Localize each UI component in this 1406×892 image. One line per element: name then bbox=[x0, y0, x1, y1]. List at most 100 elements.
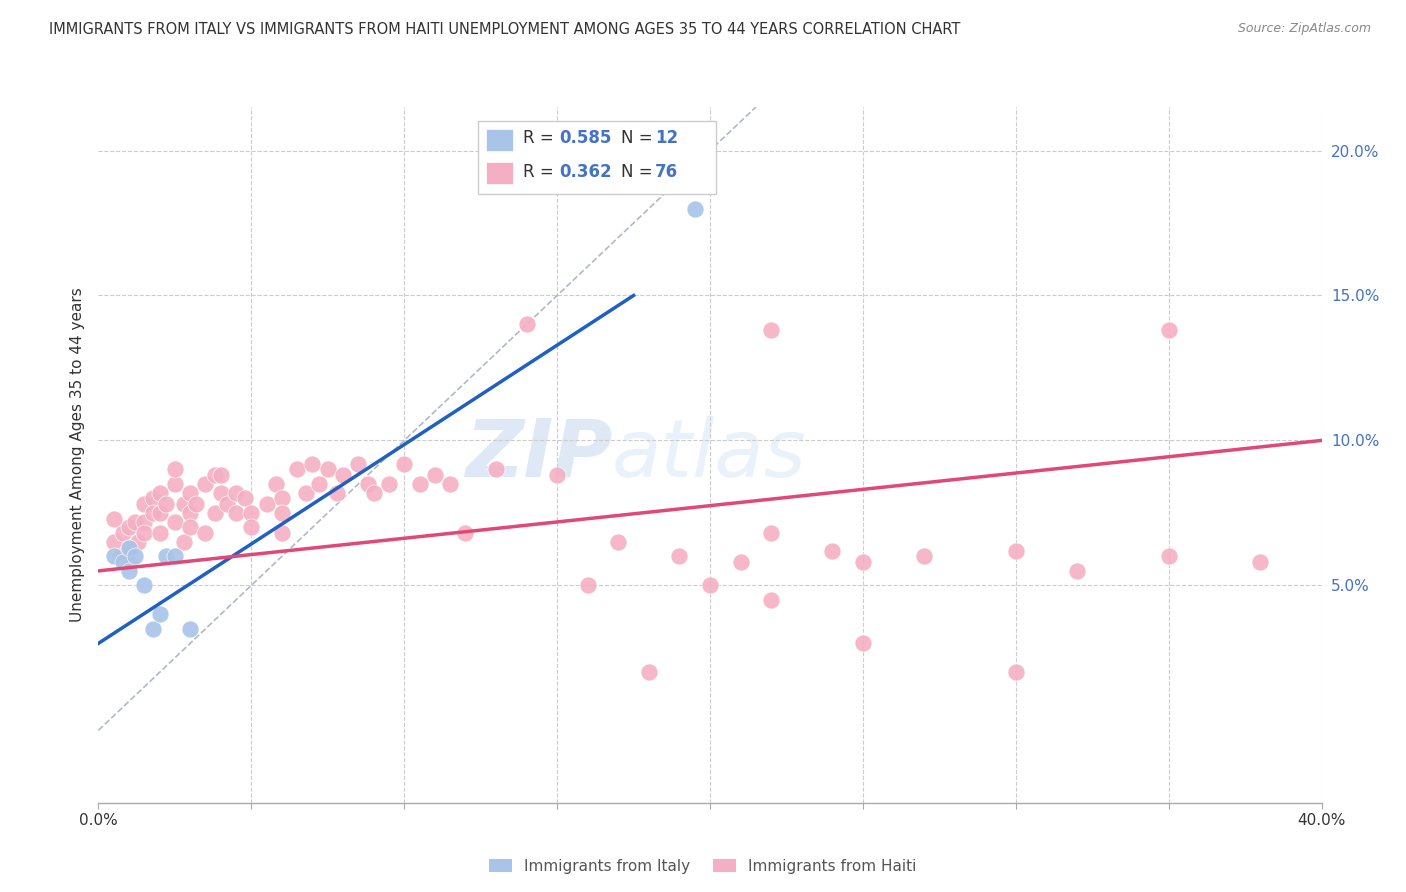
Point bbox=[264, 476, 287, 491]
Point bbox=[1157, 549, 1180, 564]
Point bbox=[326, 485, 349, 500]
Point bbox=[103, 511, 125, 525]
Point bbox=[163, 462, 186, 476]
Point bbox=[194, 526, 217, 541]
Point bbox=[204, 468, 226, 483]
Point bbox=[186, 497, 208, 511]
Point bbox=[516, 318, 538, 332]
Point bbox=[142, 491, 165, 506]
Text: 0.585: 0.585 bbox=[560, 129, 612, 147]
Point bbox=[134, 497, 156, 511]
Point bbox=[1004, 665, 1026, 680]
Point bbox=[256, 497, 278, 511]
Text: Source: ZipAtlas.com: Source: ZipAtlas.com bbox=[1237, 22, 1371, 36]
Point bbox=[759, 323, 782, 337]
Point bbox=[852, 555, 875, 569]
Point bbox=[124, 515, 146, 529]
Point bbox=[295, 485, 318, 500]
Point bbox=[155, 497, 177, 511]
Point bbox=[356, 476, 378, 491]
Point bbox=[142, 506, 165, 520]
Point bbox=[179, 520, 201, 534]
Point bbox=[1157, 323, 1180, 337]
Point bbox=[699, 578, 721, 592]
Point bbox=[423, 468, 446, 483]
Point bbox=[821, 543, 844, 558]
Point bbox=[163, 549, 186, 564]
Point bbox=[730, 555, 752, 569]
Point bbox=[103, 549, 125, 564]
Point bbox=[270, 491, 292, 506]
Point bbox=[124, 549, 146, 564]
Point bbox=[209, 468, 232, 483]
Point bbox=[149, 607, 172, 622]
Text: 0.362: 0.362 bbox=[560, 162, 612, 181]
Point bbox=[134, 578, 156, 592]
Point bbox=[179, 506, 201, 520]
Point bbox=[485, 462, 508, 476]
Point bbox=[155, 549, 177, 564]
Text: R =: R = bbox=[523, 162, 558, 181]
Point bbox=[683, 202, 706, 216]
Point bbox=[332, 468, 354, 483]
Point bbox=[285, 462, 308, 476]
Point bbox=[912, 549, 935, 564]
Point bbox=[240, 520, 263, 534]
Point bbox=[134, 515, 156, 529]
Point bbox=[173, 497, 195, 511]
Point bbox=[576, 578, 599, 592]
Point bbox=[316, 462, 339, 476]
Point bbox=[759, 526, 782, 541]
Point bbox=[852, 636, 875, 650]
Point bbox=[209, 485, 232, 500]
Point bbox=[392, 457, 416, 471]
Point bbox=[363, 485, 385, 500]
Point bbox=[308, 476, 330, 491]
Point bbox=[108, 549, 131, 564]
Point bbox=[546, 468, 568, 483]
Point bbox=[637, 665, 661, 680]
Point bbox=[111, 526, 134, 541]
FancyBboxPatch shape bbox=[486, 128, 513, 151]
Point bbox=[439, 476, 461, 491]
Point bbox=[127, 534, 149, 549]
Point bbox=[118, 520, 141, 534]
Point bbox=[378, 476, 401, 491]
Point bbox=[118, 564, 141, 578]
Point bbox=[179, 622, 201, 636]
Point bbox=[233, 491, 256, 506]
Point bbox=[194, 476, 217, 491]
Point bbox=[163, 476, 186, 491]
Point bbox=[204, 506, 226, 520]
Text: atlas: atlas bbox=[612, 416, 807, 494]
Legend: Immigrants from Italy, Immigrants from Haiti: Immigrants from Italy, Immigrants from H… bbox=[484, 853, 922, 880]
Point bbox=[111, 555, 134, 569]
Point bbox=[134, 526, 156, 541]
Point bbox=[454, 526, 477, 541]
Point bbox=[149, 485, 172, 500]
Point bbox=[347, 457, 370, 471]
Point bbox=[1249, 555, 1271, 569]
Text: R =: R = bbox=[523, 129, 558, 147]
Point bbox=[173, 534, 195, 549]
Text: ZIP: ZIP bbox=[465, 416, 612, 494]
Point bbox=[408, 476, 430, 491]
Point bbox=[225, 485, 247, 500]
Point bbox=[225, 506, 247, 520]
FancyBboxPatch shape bbox=[486, 162, 513, 185]
Point bbox=[149, 526, 172, 541]
Point bbox=[1004, 543, 1026, 558]
Point bbox=[149, 506, 172, 520]
Point bbox=[270, 526, 292, 541]
Point bbox=[270, 506, 292, 520]
Point bbox=[668, 549, 690, 564]
Point bbox=[163, 515, 186, 529]
Point bbox=[103, 534, 125, 549]
Point bbox=[215, 497, 238, 511]
Text: IMMIGRANTS FROM ITALY VS IMMIGRANTS FROM HAITI UNEMPLOYMENT AMONG AGES 35 TO 44 : IMMIGRANTS FROM ITALY VS IMMIGRANTS FROM… bbox=[49, 22, 960, 37]
Point bbox=[118, 541, 141, 555]
Point bbox=[179, 485, 201, 500]
Text: N =: N = bbox=[620, 129, 658, 147]
Text: 12: 12 bbox=[655, 129, 678, 147]
Point bbox=[240, 506, 263, 520]
